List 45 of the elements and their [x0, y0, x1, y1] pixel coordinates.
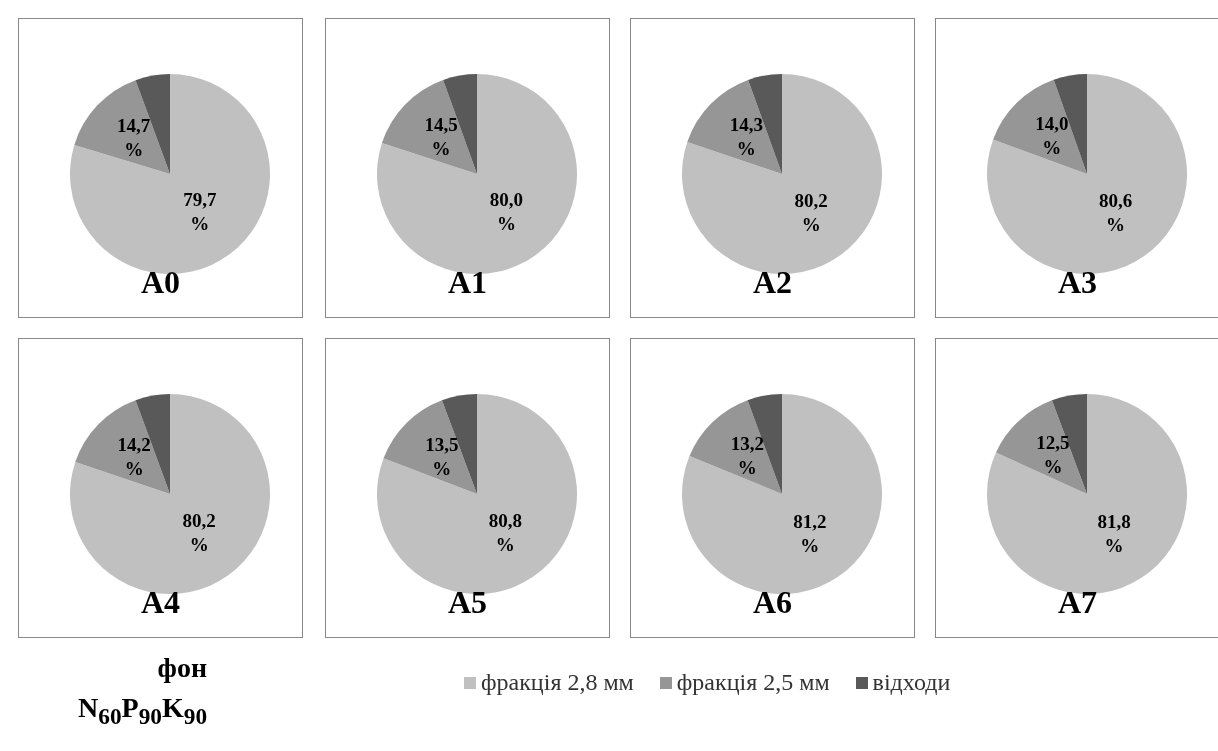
data-label: 14,0 %	[1035, 113, 1069, 159]
pie-slice	[687, 79, 782, 174]
pie-slice	[377, 394, 577, 594]
text: A1	[446, 264, 489, 301]
data-label: 81,8 %	[1097, 511, 1131, 557]
pie-slice	[993, 79, 1087, 174]
text: A2	[751, 264, 794, 301]
data-label: 80,2 %	[794, 189, 828, 235]
data-label: 80,2 %	[182, 509, 216, 555]
data-label: 14,5 %	[424, 114, 458, 160]
text: A7	[1056, 584, 1099, 621]
data-label: 13,2 %	[730, 432, 764, 478]
text: A0	[139, 264, 182, 301]
pie-slice	[987, 74, 1187, 274]
data-label: 80,0 %	[489, 189, 524, 235]
data-label: 81,2 %	[793, 510, 827, 556]
text: N$_{60}$P$_{90}$K$_{90}$	[78, 691, 208, 731]
pie-slice	[995, 400, 1087, 494]
legend-label: відходи	[872, 669, 951, 696]
data-label: 80,8 %	[488, 510, 522, 556]
data-label: 12,5 %	[1036, 432, 1070, 478]
pie-slice	[377, 74, 577, 274]
pie-slice	[987, 394, 1187, 594]
pie-slice	[74, 80, 170, 174]
text: A6	[751, 584, 794, 621]
data-label: 13,5 %	[425, 433, 459, 479]
legend-label: фракція 2,5 мм	[676, 669, 830, 696]
text: фон	[156, 651, 208, 685]
pie-slice	[70, 394, 270, 594]
data-label: 14,3 %	[729, 113, 763, 159]
pie-slice	[381, 79, 477, 174]
text: A5	[446, 584, 489, 621]
data-label: 79,7 %	[183, 189, 217, 235]
pie-slice	[70, 74, 270, 274]
pie-slice	[682, 394, 882, 594]
pie-slice	[682, 74, 882, 274]
data-label: 80,6 %	[1099, 190, 1133, 235]
pie-slice	[75, 400, 170, 494]
text: A4	[139, 584, 182, 621]
legend-label: фракція 2,8 мм	[481, 669, 634, 696]
data-label: 14,2 %	[117, 434, 151, 480]
data-label: 14,7 %	[117, 114, 151, 160]
pie-slice	[689, 400, 782, 494]
text: A3	[1056, 264, 1099, 301]
pie-slice	[383, 400, 477, 494]
